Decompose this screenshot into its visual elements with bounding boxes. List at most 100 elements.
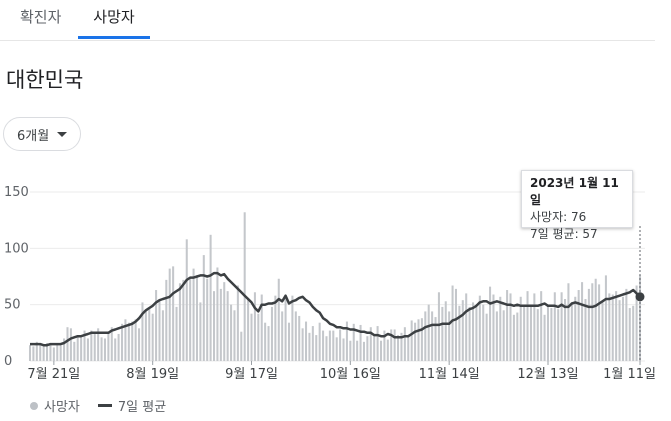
- caret-down-icon: [57, 131, 68, 137]
- range-dropdown[interactable]: 6개월: [3, 117, 81, 151]
- bar: [86, 338, 89, 361]
- bar: [451, 285, 454, 361]
- bar: [632, 305, 635, 361]
- bar: [69, 328, 72, 361]
- bar: [557, 309, 560, 361]
- bar: [468, 306, 471, 361]
- bar: [540, 291, 543, 361]
- bar: [509, 293, 512, 361]
- bar: [560, 292, 563, 361]
- line-legend-icon: [97, 404, 112, 407]
- bar: [192, 268, 195, 361]
- bar: [117, 333, 120, 361]
- bar: [584, 299, 587, 361]
- bar: [308, 332, 311, 361]
- bar: [226, 291, 229, 361]
- bar: [35, 341, 38, 361]
- bar: [608, 293, 611, 361]
- bar: [294, 311, 297, 361]
- bar: [489, 286, 492, 361]
- bar: [233, 310, 236, 361]
- bar: [553, 292, 556, 361]
- bar: [635, 285, 638, 361]
- bar: [28, 345, 32, 361]
- bar: [66, 327, 69, 361]
- bar: [325, 336, 328, 361]
- bar: [393, 329, 396, 361]
- bar: [277, 278, 280, 361]
- bar: [247, 299, 250, 361]
- bar: [127, 322, 130, 361]
- bar: [161, 310, 164, 361]
- bar: [471, 302, 475, 361]
- bar: [301, 328, 304, 361]
- y-tick-label: 150: [4, 185, 29, 200]
- bar: [444, 301, 447, 361]
- bar: [216, 267, 219, 361]
- bar: [359, 324, 362, 361]
- bar: [628, 308, 631, 361]
- bar: [502, 310, 505, 361]
- bar: [564, 299, 567, 361]
- bar: [478, 295, 481, 361]
- bar: [485, 313, 488, 361]
- tooltip-deaths: 사망자: 76: [530, 210, 587, 224]
- bar: [621, 296, 624, 361]
- bar: [90, 330, 93, 361]
- bar: [594, 278, 597, 361]
- bar: [219, 288, 222, 361]
- bar: [604, 275, 607, 361]
- bar: [434, 317, 437, 361]
- bar: [533, 293, 536, 361]
- bar: [80, 337, 83, 361]
- bar: [236, 285, 239, 361]
- bar: [625, 288, 628, 361]
- bar: [345, 321, 348, 361]
- tab-deaths[interactable]: 사망자: [78, 6, 150, 39]
- x-tick-label: 12월 13일: [517, 367, 578, 382]
- bar: [83, 330, 86, 361]
- bar: [172, 266, 175, 361]
- bar: [107, 331, 110, 361]
- bar: [506, 290, 509, 361]
- x-tick-label: 11월 14일: [419, 367, 480, 382]
- bar: [250, 313, 253, 361]
- bar: [63, 338, 66, 361]
- bar: [332, 330, 335, 361]
- bar: [461, 300, 464, 361]
- bar: [270, 306, 273, 361]
- bar: [390, 329, 393, 361]
- bar: [437, 292, 440, 361]
- bar: [526, 291, 529, 361]
- bar: [281, 311, 284, 361]
- bar: [570, 302, 573, 361]
- bar: [441, 306, 444, 361]
- bar: [243, 212, 246, 361]
- tooltip-average: 7일 평균: 57: [530, 227, 598, 241]
- bar: [257, 313, 260, 361]
- bar: [267, 326, 270, 361]
- bar: [492, 294, 495, 361]
- bar: [546, 304, 550, 361]
- bar: [114, 338, 117, 361]
- bar: [512, 314, 515, 361]
- bar: [417, 319, 420, 361]
- bar: [383, 330, 386, 361]
- bar: [373, 333, 376, 361]
- x-tick-label: 10월 16일: [320, 367, 381, 382]
- tab-cases[interactable]: 확진자: [20, 8, 62, 26]
- bar: [448, 311, 451, 361]
- bar: [601, 302, 604, 361]
- x-tick-label: 1월 11일: [603, 367, 656, 382]
- bar: [274, 295, 277, 361]
- bar: [284, 295, 287, 361]
- bar: [230, 304, 233, 361]
- deaths-chart: 0 50 100 150 7월 21일 8월 19일 9월 17일 10월 16일 11월 1…: [4, 185, 656, 382]
- bar: [335, 337, 338, 361]
- bar: [482, 304, 485, 361]
- bar: [185, 239, 188, 361]
- bar: [260, 294, 263, 361]
- bar: [349, 340, 352, 361]
- bar: [427, 304, 430, 361]
- bar: [414, 322, 417, 361]
